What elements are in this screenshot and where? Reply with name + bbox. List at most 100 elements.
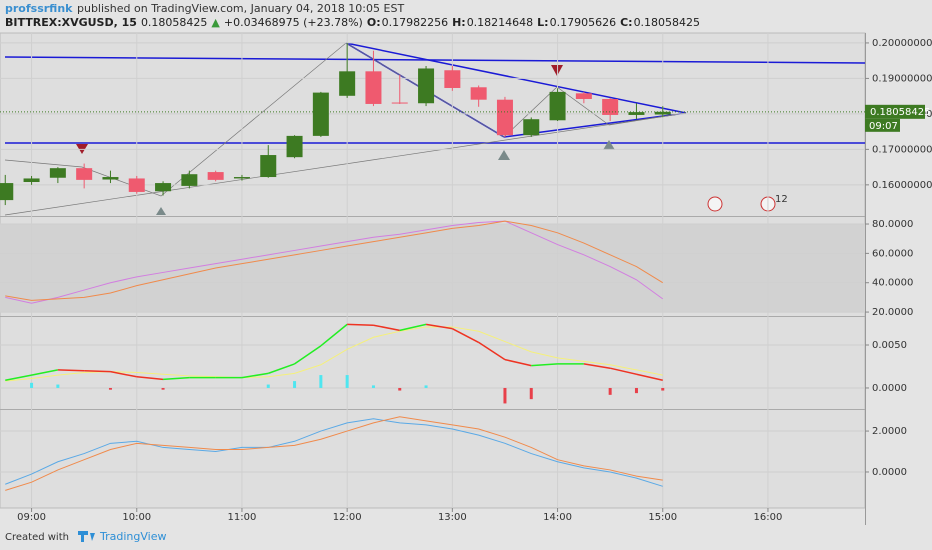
histogram-bar <box>661 387 665 391</box>
price-tag <box>865 104 925 119</box>
symbol-line: BITTREX:XVGUSD, 15 0.18058425 ▲ +0.03468975… <box>5 16 700 29</box>
macd-segment <box>531 363 558 367</box>
candle-body <box>523 119 540 136</box>
event-flag[interactable] <box>707 196 723 212</box>
macd-segment <box>268 363 295 375</box>
y-tick-label: 0.0050 <box>872 340 907 351</box>
macd-segment <box>5 374 32 381</box>
macd-segment <box>320 323 348 347</box>
ohlc-key: L: <box>537 16 548 29</box>
pattern-line <box>4 112 687 216</box>
sell-arrow <box>551 65 563 76</box>
y-tick-label: 0.0000 <box>872 383 907 394</box>
macd-segment <box>504 358 532 367</box>
macd-segment <box>583 363 611 369</box>
last-price: 0.18058425 <box>141 16 207 29</box>
candle-body <box>602 98 619 115</box>
y-tick-label: 0.19000000 <box>872 73 932 84</box>
macd-segment <box>31 369 59 376</box>
x-tick-label: 16:00 <box>754 512 783 523</box>
histogram-bar <box>398 387 402 391</box>
macd-segment <box>57 369 85 372</box>
histogram-bar <box>266 384 270 388</box>
candle-body <box>49 168 66 178</box>
x-tick-label: 11:00 <box>228 512 257 523</box>
histogram-bar <box>56 384 60 388</box>
candle-body <box>339 71 356 96</box>
ohlc-value: 0.18058425 <box>634 16 700 29</box>
x-tick-label: 14:00 <box>543 512 572 523</box>
macd-segment <box>241 372 269 379</box>
candle-body <box>233 177 250 179</box>
histogram-bar <box>30 382 34 388</box>
macd-segment <box>452 327 480 344</box>
macd-segment <box>347 323 374 326</box>
candle-body <box>260 155 277 178</box>
y-tick-label: 0.16000000 <box>872 180 932 191</box>
price-tag-label: 0.18058425 <box>870 107 930 118</box>
ohlc-value: 0.17905626 <box>550 16 616 29</box>
y-tick-label: 20.0000 <box>872 307 913 318</box>
logo <box>78 531 95 542</box>
y-tick-label: 40.0000 <box>872 278 913 289</box>
candle-body <box>312 92 329 136</box>
indicator-line <box>5 220 664 304</box>
candle-body <box>391 102 408 104</box>
indicator-line <box>5 418 663 487</box>
band <box>0 224 865 312</box>
x-tick-label: 10:00 <box>122 512 151 523</box>
trend-line <box>4 56 866 64</box>
histogram-bar <box>503 387 507 404</box>
macd-segment <box>136 376 164 381</box>
candle-body <box>0 183 14 201</box>
candle-body <box>286 135 303 158</box>
histogram-bar <box>161 387 165 390</box>
candle-body <box>628 112 645 115</box>
macd-segment <box>294 345 322 365</box>
macd-segment <box>478 341 506 361</box>
candle-body <box>575 93 592 99</box>
macd-segment <box>84 370 111 373</box>
x-tick-label: 09:00 <box>17 512 46 523</box>
histogram-bar <box>634 387 638 394</box>
histogram-bar <box>371 385 375 388</box>
histogram-bar <box>319 375 323 388</box>
macd-segment <box>373 324 400 332</box>
brand[interactable]: TradingView <box>99 530 166 543</box>
candle-body <box>102 177 119 180</box>
candle-body <box>128 178 145 192</box>
y-tick-label: 0.20000000 <box>872 38 932 49</box>
y-tick-label: 80.0000 <box>872 219 913 230</box>
y-tick-label: 2.0000 <box>872 426 907 437</box>
candle-body <box>181 174 198 186</box>
countdown-tag <box>865 118 900 132</box>
x-tick-label: 15:00 <box>648 512 677 523</box>
indicator-line <box>5 220 664 301</box>
candle-body <box>418 68 435 104</box>
change-arrow: ▲ <box>211 16 220 29</box>
candle-body <box>654 111 671 115</box>
histogram-bar <box>345 375 349 388</box>
histogram-bar <box>529 387 533 400</box>
ohlc-key: C: <box>620 16 632 29</box>
buy-arrow <box>156 207 166 215</box>
candle-body <box>470 87 487 100</box>
histogram-bar <box>293 381 297 388</box>
macd-segment <box>163 376 190 381</box>
y-tick-label: 60.0000 <box>872 248 913 259</box>
countdown: 09:07 <box>869 121 898 132</box>
macd-segment <box>636 373 663 381</box>
ohlc-value: 0.17982256 <box>382 16 448 29</box>
macd-segment <box>609 367 637 375</box>
change: +0.03468975 (+23.78%) <box>224 16 363 29</box>
macd-segment <box>110 370 137 378</box>
histogram-bar <box>108 387 112 390</box>
author[interactable]: profssrfink <box>5 2 73 15</box>
published: published on TradingView.com, January 04… <box>77 2 404 15</box>
ohlc-value: 0.18214648 <box>467 16 533 29</box>
candle-body <box>496 99 513 136</box>
candle-body <box>365 71 382 104</box>
ohlc-key: H: <box>452 16 466 29</box>
